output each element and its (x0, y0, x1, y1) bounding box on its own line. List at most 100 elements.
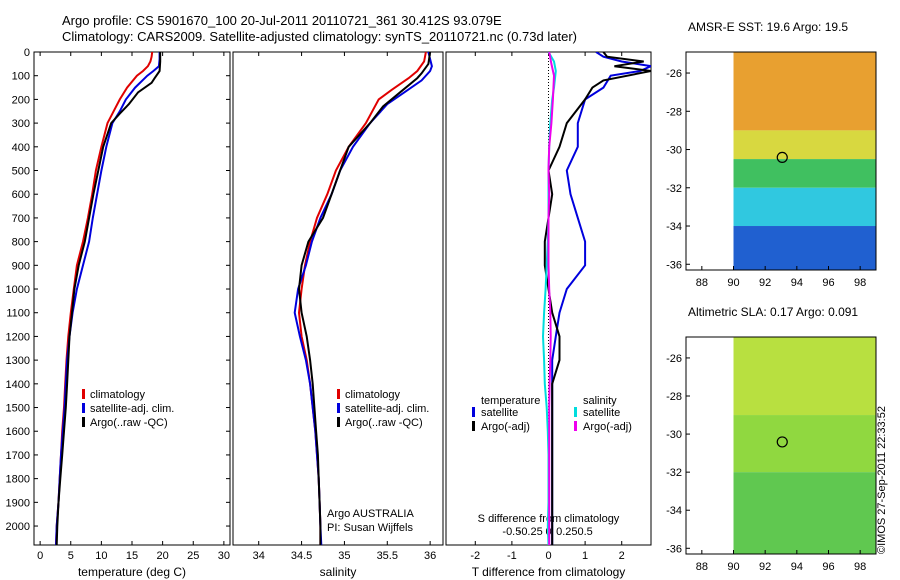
series-line-satellite-adj-clim- (55, 52, 161, 545)
map-x-tick-label: 94 (791, 561, 803, 573)
map-y-tick-label: -32 (666, 183, 682, 195)
legend-swatch (337, 403, 340, 413)
x-tick-label: 34.5 (291, 550, 312, 562)
series-line-argo-raw-qc- (297, 52, 432, 545)
map-color-band (733, 187, 876, 227)
sla-map-title: Altimetric SLA: 0.17 Argo: 0.091 (688, 305, 859, 319)
secondary-x-tick-label: -0.5 (502, 526, 521, 538)
map-border (685, 336, 877, 555)
map-y-tick-label: -30 (666, 145, 682, 157)
y-tick-label: 900 (12, 260, 30, 272)
x-tick-label: 2 (619, 550, 625, 562)
legend-swatch (337, 389, 340, 399)
x-tick-label: 5 (68, 550, 74, 562)
legend-swatch (82, 389, 85, 399)
map-y-tick-label: -34 (666, 505, 682, 517)
map-color-band (733, 130, 876, 160)
y-tick-label: 200 (12, 94, 30, 106)
legend-swatch (574, 421, 577, 431)
x-tick-label: 0 (37, 550, 43, 562)
map-y-tick-label: -26 (666, 353, 682, 365)
legend-label: satellite (481, 407, 518, 419)
series-line-temperature-argo-adj- (543, 52, 651, 545)
plot-frame-1 (33, 51, 231, 546)
y-tick-label: 1700 (6, 450, 30, 462)
legend-swatch (472, 421, 475, 431)
map-border (685, 51, 877, 271)
y-tick-label: 500 (12, 166, 30, 178)
legend-label: Argo(..raw -QC) (90, 417, 168, 429)
map-y-tick-label: -36 (666, 259, 682, 271)
y-tick-label: 0 (24, 47, 30, 59)
x-tick-label: -1 (507, 550, 517, 562)
annotation-line-1: Argo AUSTRALIA (327, 508, 414, 520)
y-tick-label: 1000 (6, 284, 30, 296)
x-axis-label: salinity (320, 565, 357, 579)
x-tick-label: 0 (545, 550, 551, 562)
map-y-tick-label: -36 (666, 543, 682, 555)
map-color-band (733, 52, 876, 131)
x-tick-label: 10 (95, 550, 107, 562)
legend-swatch (337, 417, 340, 427)
x-tick-label: 1 (582, 550, 588, 562)
map-y-tick-label: -30 (666, 429, 682, 441)
map-x-tick-label: 98 (854, 277, 866, 289)
x-tick-label: 15 (126, 550, 138, 562)
y-tick-label: 1500 (6, 403, 30, 415)
map-color-band (733, 226, 876, 270)
y-tick-label: 1400 (6, 379, 30, 391)
legend-label: satellite-adj. clim. (345, 403, 429, 415)
legend-label: satellite (583, 407, 620, 419)
x-tick-label: 25 (187, 550, 199, 562)
secondary-x-tick-label: 0.25 (556, 526, 577, 538)
map-x-tick-label: 90 (727, 277, 739, 289)
y-tick-label: 300 (12, 118, 30, 130)
legend-swatch (472, 407, 475, 417)
x-tick-label: -2 (470, 550, 480, 562)
legend-group-label: temperature (481, 395, 540, 407)
annotation-line-2: PI: Susan Wijffels (327, 522, 413, 534)
series-line-salinity-argo-adj- (547, 52, 556, 545)
secondary-x-tick-label: 0.5 (577, 526, 592, 538)
map-y-tick-label: -32 (666, 467, 682, 479)
x-axis-label: T difference from climatology (472, 565, 626, 579)
legend-swatch (82, 403, 85, 413)
map-x-tick-label: 90 (727, 561, 739, 573)
x-tick-label: 36 (424, 550, 436, 562)
map-color-band (733, 159, 876, 188)
x-tick-label: 35 (338, 550, 350, 562)
map-x-tick-label: 96 (822, 277, 834, 289)
legend-label: Argo(..raw -QC) (345, 417, 423, 429)
sst-map-title: AMSR-E SST: 19.6 Argo: 19.5 (688, 20, 849, 34)
map-y-tick-label: -28 (666, 106, 682, 118)
y-tick-label: 800 (12, 237, 30, 249)
y-tick-label: 1100 (6, 308, 30, 320)
map-x-tick-label: 98 (854, 561, 866, 573)
y-tick-label: 700 (12, 213, 30, 225)
x-tick-label: 34 (253, 550, 265, 562)
x-tick-label: 35.5 (377, 550, 398, 562)
y-tick-label: 600 (12, 189, 30, 201)
legend-swatch (82, 417, 85, 427)
plot-frame-2 (232, 51, 444, 546)
x-tick-label: 30 (218, 550, 230, 562)
legend-group-label: salinity (583, 395, 617, 407)
legend-label: Argo(-adj) (481, 421, 530, 433)
secondary-x-tick-label: -0.25 (518, 526, 543, 538)
map-x-tick-label: 92 (759, 561, 771, 573)
map-x-tick-label: 96 (822, 561, 834, 573)
y-tick-label: 1600 (6, 426, 30, 438)
x-tick-label: 20 (157, 550, 169, 562)
y-tick-label: 100 (12, 71, 30, 83)
legend-label: Argo(-adj) (583, 421, 632, 433)
map-y-tick-label: -26 (666, 68, 682, 80)
y-tick-label: 1300 (6, 355, 30, 367)
y-tick-label: 1200 (6, 331, 30, 343)
header-line-2: Climatology: CARS2009. Satellite-adjuste… (62, 29, 577, 44)
float-position-marker (776, 151, 788, 164)
map-y-tick-label: -34 (666, 221, 682, 233)
header-line-1: Argo profile: CS 5901670_100 20-Jul-2011… (62, 13, 502, 28)
map-color-band (733, 337, 876, 416)
x-axis-label: temperature (deg C) (78, 565, 186, 579)
